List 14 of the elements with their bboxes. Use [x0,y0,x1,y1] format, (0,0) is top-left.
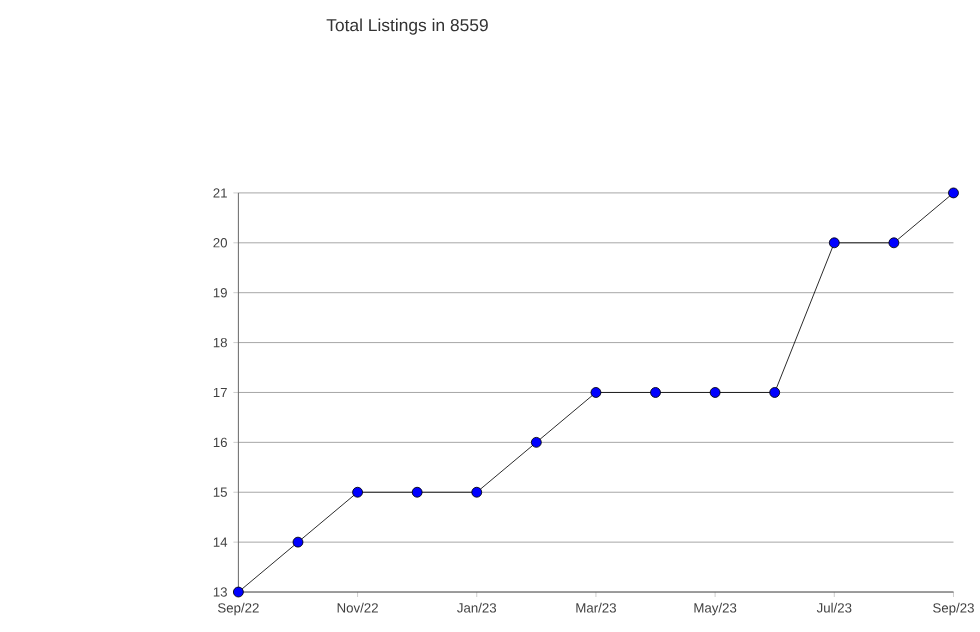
point [590,387,602,398]
point [471,486,483,498]
point [948,187,959,199]
point [530,437,542,448]
point [292,536,304,548]
point [709,387,721,398]
point [232,586,244,598]
point [828,237,840,249]
point [769,387,781,398]
point [888,237,900,249]
point [352,486,363,498]
chart-title: Total Listings in 8559 [326,18,488,35]
point [411,486,423,498]
point [650,387,661,398]
